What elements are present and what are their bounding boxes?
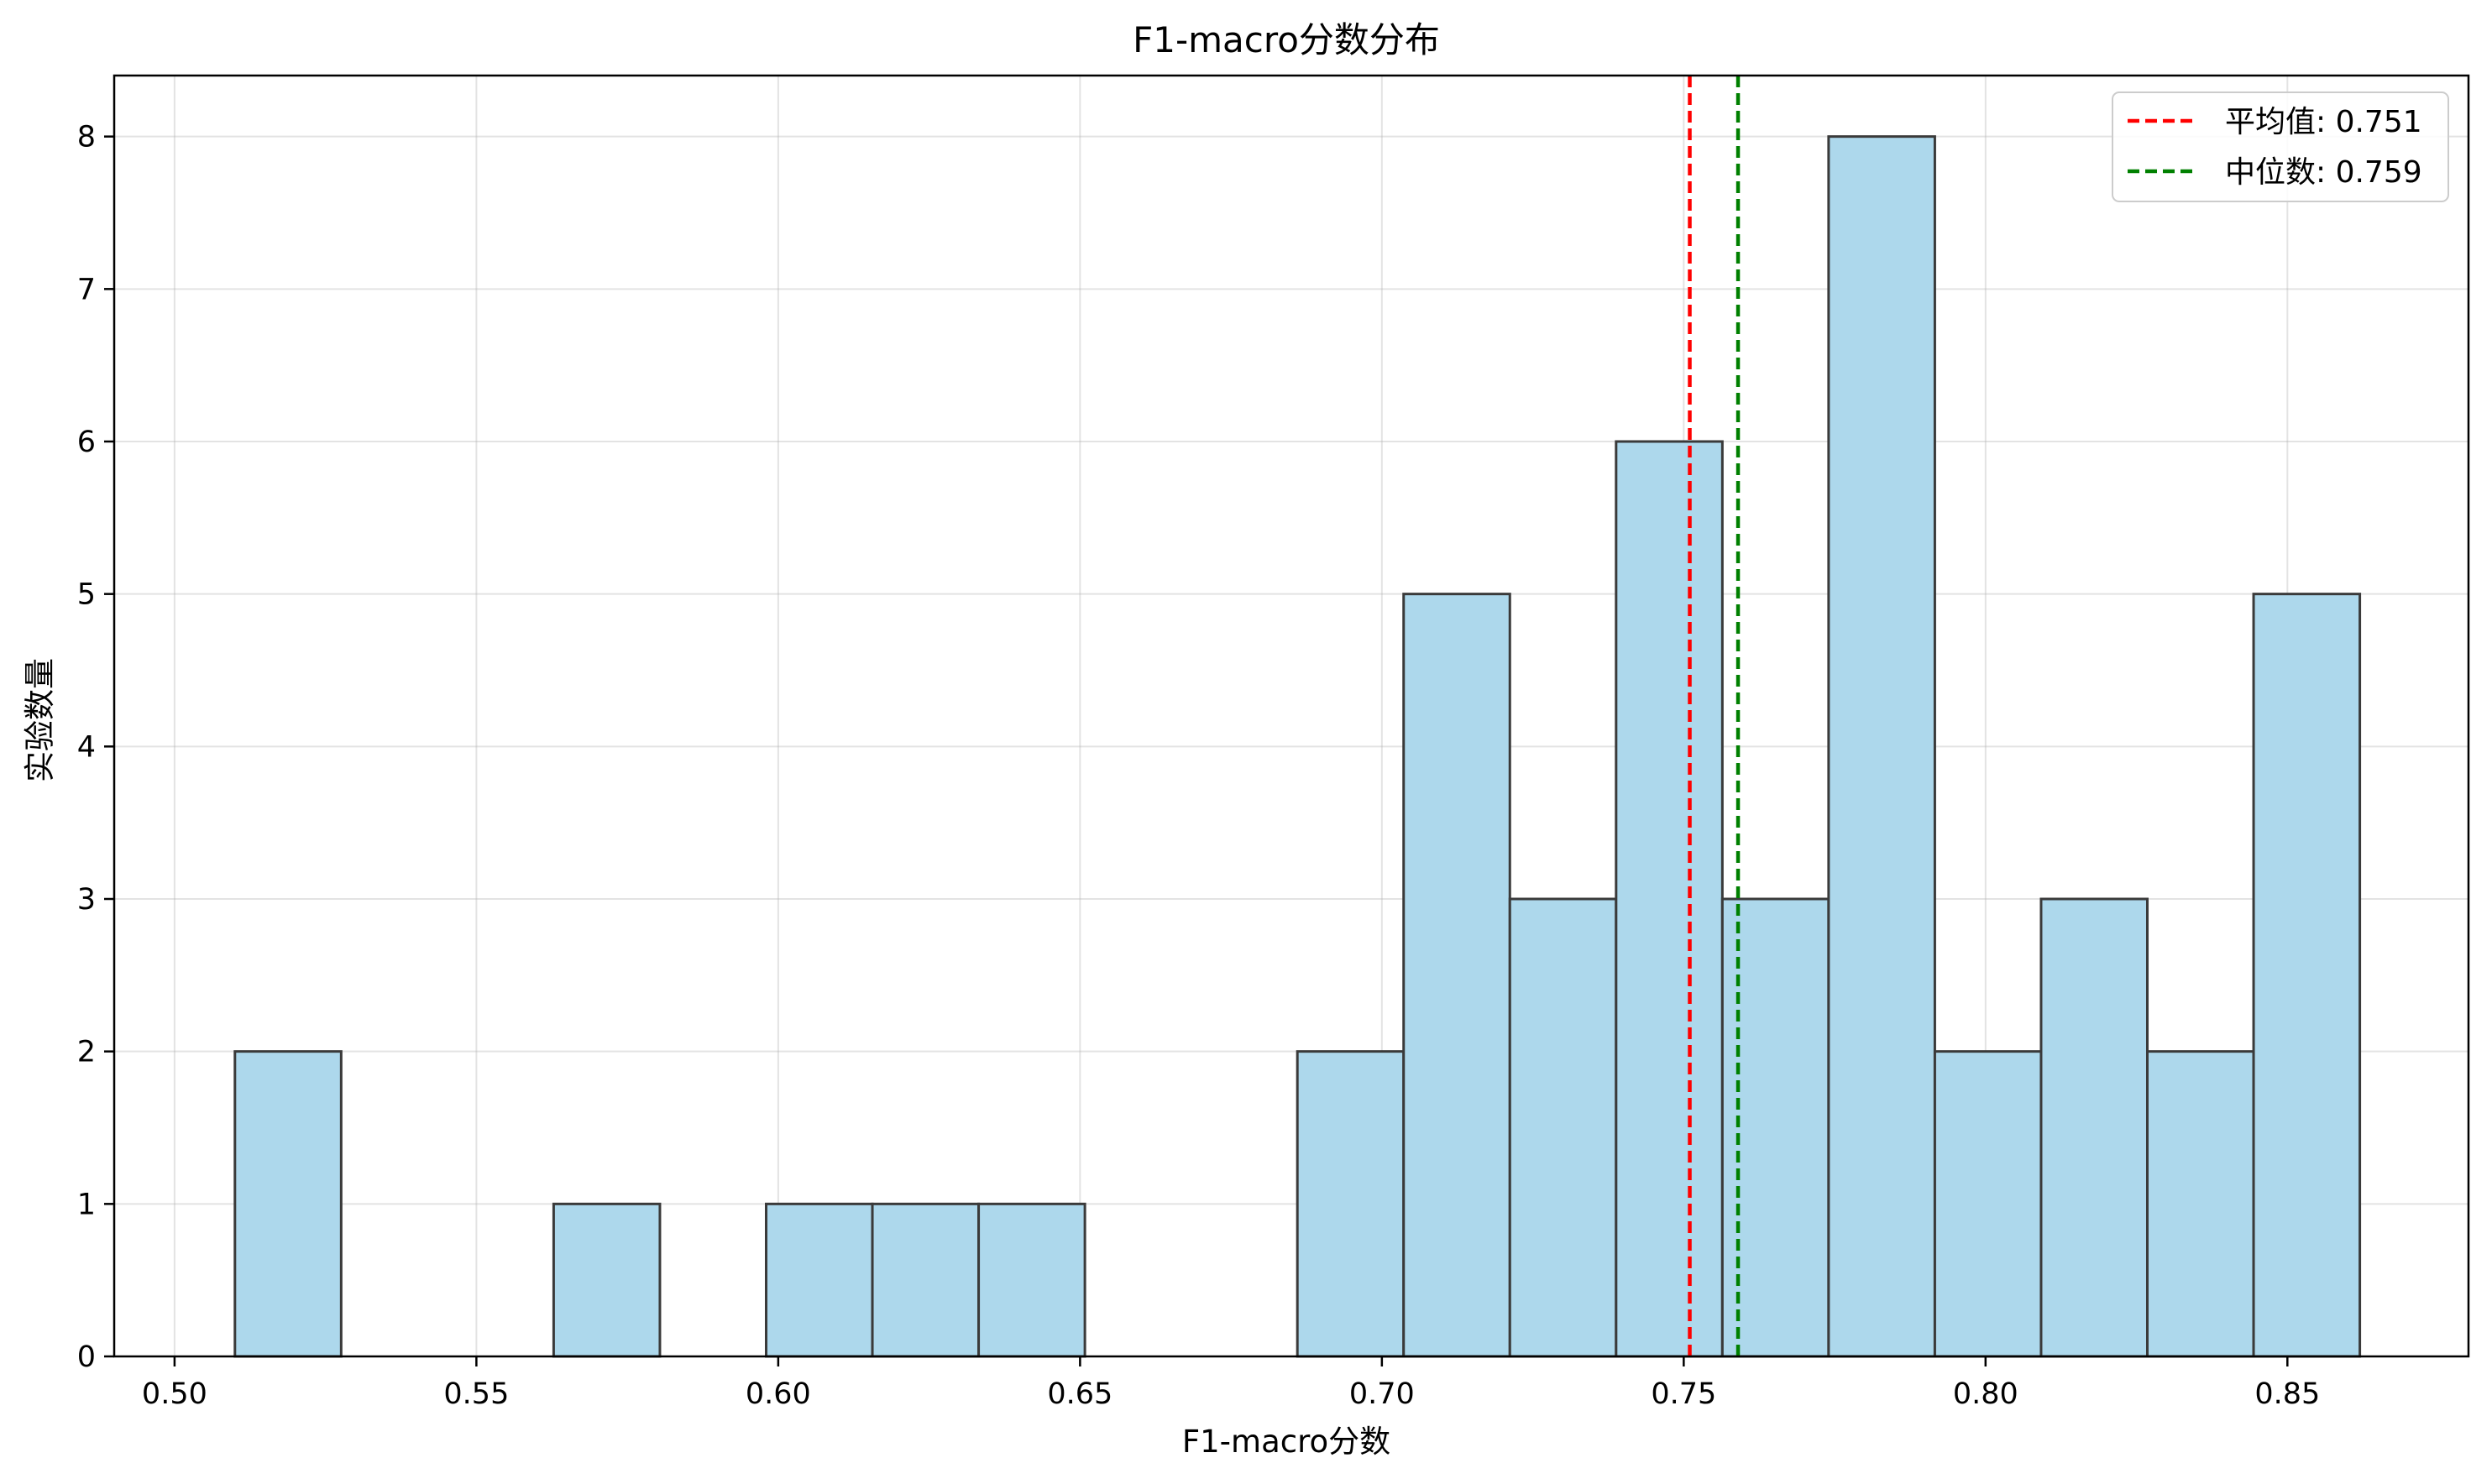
y-axis-title: 实验数量 <box>22 658 58 782</box>
histogram-bar <box>1615 440 1724 1358</box>
y-tick-label: 0 <box>77 1340 96 1374</box>
histogram-bar <box>2252 593 2362 1358</box>
x-axis-title: F1-macro分数 <box>1182 1424 1390 1460</box>
legend: 平均值: 0.751 中位数: 0.759 <box>2112 91 2449 202</box>
histogram-bar <box>977 1202 1086 1358</box>
x-axis-ticks: 0.50 0.55 0.60 0.65 0.70 0.75 0.80 0.85 <box>142 1356 2320 1411</box>
x-tick-label: 0.85 <box>2254 1377 2320 1411</box>
legend-mean-label: 平均值: 0.751 <box>2225 105 2422 139</box>
histogram-bar <box>552 1202 662 1358</box>
y-tick-label: 3 <box>77 883 96 917</box>
y-axis-ticks: 0 1 2 3 4 5 6 7 8 <box>77 121 114 1374</box>
x-tick-label: 0.55 <box>443 1377 509 1411</box>
histogram-bar <box>871 1202 981 1358</box>
legend-median-label: 中位数: 0.759 <box>2225 155 2422 190</box>
y-tick-label: 6 <box>77 426 96 459</box>
plot-frame <box>113 74 2470 1358</box>
histogram-bar <box>2146 1050 2255 1358</box>
x-tick-label: 0.60 <box>746 1377 811 1411</box>
histogram-bars <box>233 135 2362 1358</box>
histogram-bar <box>1827 135 1936 1358</box>
histogram-bar <box>1720 897 1830 1358</box>
histogram-bar <box>2039 897 2149 1358</box>
chart-title: F1-macro分数分布 <box>1133 19 1440 60</box>
legend-box <box>2112 91 2449 202</box>
histogram-bar <box>1933 1050 2043 1358</box>
histogram-bar <box>1296 1050 1406 1358</box>
x-tick-label: 0.65 <box>1047 1377 1112 1411</box>
x-tick-label: 0.80 <box>1953 1377 2018 1411</box>
y-tick-label: 1 <box>77 1188 96 1221</box>
reference-lines <box>1688 76 1741 1356</box>
histogram-bar <box>764 1202 874 1358</box>
histogram-bar <box>1402 593 1511 1358</box>
y-tick-label: 7 <box>77 273 96 306</box>
histogram-bar <box>1508 897 1618 1358</box>
y-tick-label: 5 <box>77 578 96 612</box>
y-tick-label: 2 <box>77 1036 96 1069</box>
y-tick-label: 4 <box>77 730 96 764</box>
x-tick-label: 0.50 <box>142 1377 207 1411</box>
x-tick-label: 0.70 <box>1349 1377 1415 1411</box>
histogram-bar <box>233 1050 343 1358</box>
x-tick-label: 0.75 <box>1651 1377 1716 1411</box>
y-tick-label: 8 <box>77 121 96 154</box>
